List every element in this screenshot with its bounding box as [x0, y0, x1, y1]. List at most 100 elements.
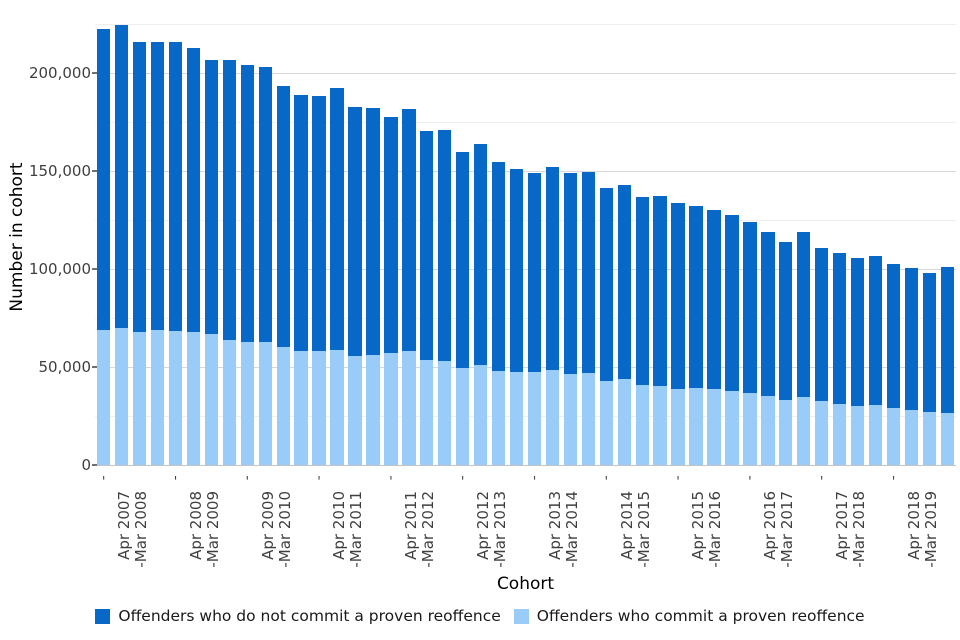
bar-segment-no-reoffend	[904, 268, 919, 410]
bar-segment-reoffend	[402, 350, 416, 465]
bar-segment-reoffend	[527, 371, 542, 465]
bar-segment-no-reoffend	[653, 195, 667, 387]
bar-segment-reoffend	[563, 374, 578, 465]
x-tick-label-line: -Mar 2011	[347, 491, 366, 568]
gridline-minor	[95, 318, 956, 319]
bar-segment-reoffend	[725, 391, 739, 465]
bar-segment-no-reoffend	[150, 42, 165, 330]
bar-segment-reoffend	[832, 404, 847, 465]
x-tick-label-line: -Mar 2018	[849, 491, 868, 568]
bar-segment-no-reoffend	[581, 171, 596, 374]
bar-segment-no-reoffend	[132, 41, 147, 332]
bar-segment-reoffend	[779, 399, 793, 465]
x-tick-label: Apr 2007 -Mar 2008	[115, 491, 150, 577]
legend-label: Offenders who do not commit a proven reo…	[118, 607, 501, 625]
x-tick-placeholder: '	[532, 475, 537, 490]
bar-segment-reoffend	[868, 405, 883, 465]
bar-segment-no-reoffend	[168, 42, 183, 331]
x-tick-label-line: Apr 2016	[761, 491, 780, 560]
gridline-major	[95, 269, 956, 270]
y-tick-mark	[92, 366, 97, 368]
bar-segment-reoffend	[114, 328, 129, 465]
y-axis-title: Number in cohort	[7, 162, 27, 312]
y-tick-mark	[92, 268, 97, 270]
bar-segment-no-reoffend	[635, 196, 649, 386]
bar-segment-no-reoffend	[114, 24, 129, 329]
gridline-major	[95, 73, 956, 74]
bar-segment-no-reoffend	[312, 96, 326, 351]
bar-segment-no-reoffend	[797, 232, 811, 398]
gridline-minor	[95, 122, 956, 123]
x-tick-label: Apr 2010 -Mar 2011	[330, 491, 366, 577]
bar-segment-no-reoffend	[868, 255, 883, 406]
bar-segment-no-reoffend	[707, 210, 721, 389]
y-tick-label: 200,000	[28, 64, 91, 82]
x-axis-title: Cohort	[496, 574, 555, 594]
bar-segment-no-reoffend	[204, 59, 219, 335]
bar-segment-no-reoffend	[527, 172, 542, 372]
bar-segment-no-reoffend	[599, 188, 613, 381]
bar-segment-reoffend	[186, 331, 201, 465]
gridline-minor	[95, 24, 956, 25]
y-tick-label: 50,000	[38, 358, 92, 376]
bar-segment-no-reoffend	[294, 94, 308, 351]
bar-segment-reoffend	[258, 341, 272, 465]
bar-segment-no-reoffend	[689, 206, 703, 389]
bar-segment-no-reoffend	[779, 241, 793, 400]
x-tick-label: Apr 2008 -Mar 2009	[187, 491, 222, 577]
gridline-major	[95, 171, 956, 172]
bar-segment-no-reoffend	[850, 258, 865, 406]
bar-segment-no-reoffend	[743, 221, 757, 394]
x-tick-placeholder: '	[389, 475, 393, 490]
bar-segment-no-reoffend	[456, 152, 470, 369]
x-tick-label: Apr 2009 -Mar 2010	[258, 491, 294, 577]
bar-segment-no-reoffend	[276, 86, 290, 348]
bar-segment-reoffend	[366, 355, 380, 465]
gridline-minor	[95, 416, 956, 417]
x-tick-label-line: -Mar 2012	[419, 491, 438, 568]
bar-segment-reoffend	[850, 405, 865, 465]
bar-segment-reoffend	[97, 329, 111, 465]
x-tick-label-line: -Mar 2014	[562, 491, 581, 568]
x-tick-label: Apr 2013 -Mar 2014	[546, 491, 581, 577]
bar-segment-reoffend	[940, 413, 955, 465]
bar-segment-reoffend	[617, 378, 631, 465]
bar-segment-reoffend	[276, 347, 290, 465]
x-tick-label-line: Apr 2009	[258, 491, 277, 560]
bar-segment-no-reoffend	[886, 264, 901, 409]
x-tick-label-line: Apr 2014	[617, 491, 636, 560]
gridline-major	[95, 367, 956, 368]
x-tick-placeholder: '	[173, 475, 178, 490]
bar-segment-reoffend	[204, 334, 219, 465]
legend-swatch	[95, 608, 111, 624]
bar-segment-reoffend	[761, 396, 775, 465]
gridline-minor	[95, 220, 956, 221]
bar-segment-reoffend	[707, 388, 721, 465]
bar-segment-reoffend	[904, 409, 919, 465]
x-tick-label: Apr 2017 -Mar 2018	[833, 491, 868, 577]
bar-segment-no-reoffend	[815, 248, 829, 401]
bar-segment-reoffend	[743, 393, 757, 465]
x-tick-label-line: Apr 2010	[330, 491, 349, 560]
bar-segment-reoffend	[797, 397, 811, 465]
bar-segment-reoffend	[438, 360, 452, 465]
bar-segment-no-reoffend	[402, 109, 416, 351]
bar-segment-no-reoffend	[563, 172, 578, 375]
bar-segment-no-reoffend	[186, 47, 201, 332]
x-tick-label-line: Apr 2015	[689, 491, 708, 560]
legend-item: Offenders who do not commit a proven reo…	[95, 607, 501, 625]
x-tick-label-line: -Mar 2016	[706, 491, 725, 568]
x-tick-label-line: -Mar 2017	[778, 491, 797, 568]
bar-segment-no-reoffend	[240, 64, 254, 343]
bar-segment-reoffend	[240, 342, 254, 465]
x-tick-label-line: -Mar 2010	[275, 491, 294, 568]
bar-segment-reoffend	[312, 350, 326, 465]
bar-segment-no-reoffend	[222, 59, 237, 340]
x-tick-label: Apr 2011 -Mar 2012	[402, 491, 438, 577]
x-tick-label-line: Apr 2011	[402, 491, 421, 560]
bar-segment-reoffend	[635, 385, 649, 465]
y-tick-label: 100,000	[28, 260, 91, 278]
x-tick-placeholder: '	[460, 475, 465, 490]
y-tick-mark	[92, 464, 97, 466]
x-tick-placeholder: '	[748, 475, 752, 490]
